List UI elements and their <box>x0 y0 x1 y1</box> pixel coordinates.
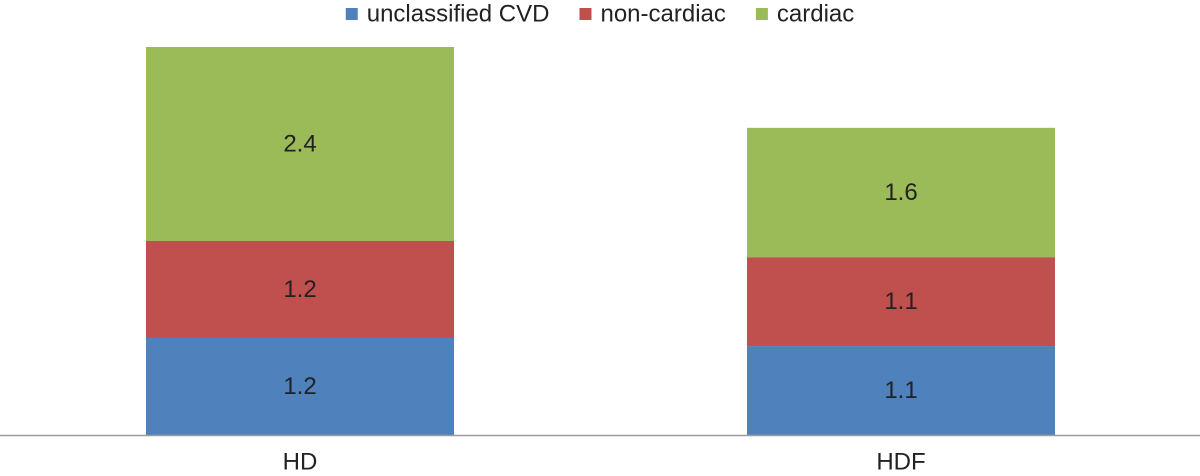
legend-item-non-cardiac: non-cardiac <box>579 1 726 28</box>
legend-label-cardiac: cardiac <box>777 1 854 28</box>
legend-swatch-unclassified-cvd <box>345 8 358 20</box>
legend-label-unclassified-cvd: unclassified CVD <box>367 1 550 28</box>
data-label-non-cardiac-hd: 1.2 <box>283 276 316 303</box>
bar-non-cardiac-hd <box>146 241 454 338</box>
bar-cardiac-hd <box>146 47 454 241</box>
data-label-unclassified-cvd-hdf: 1.1 <box>884 377 917 404</box>
plot-area: 1.2 1.2 2.4 1.1 1.1 1.6 <box>146 47 1055 435</box>
legend-label-non-cardiac: non-cardiac <box>600 1 725 28</box>
legend: unclassified CVD non-cardiac cardiac <box>345 1 854 28</box>
bar-stack-hdf: 1.1 1.1 1.6 <box>747 127 1055 435</box>
bar-unclassified-cvd-hd <box>146 338 454 435</box>
bar-non-cardiac-hdf <box>747 257 1055 347</box>
x-tick-label-hdf: HDF <box>876 449 925 472</box>
legend-item-unclassified-cvd: unclassified CVD <box>345 1 550 28</box>
data-label-non-cardiac-hdf: 1.1 <box>884 288 917 315</box>
legend-swatch-cardiac <box>755 8 768 20</box>
legend-item-cardiac: cardiac <box>755 1 854 28</box>
legend-swatch-non-cardiac <box>579 8 592 20</box>
data-label-cardiac-hd: 2.4 <box>283 131 316 158</box>
data-label-cardiac-hdf: 1.6 <box>884 179 917 206</box>
x-axis: HD HDF <box>0 434 1200 476</box>
bar-cardiac-hdf <box>747 127 1055 258</box>
bar-unclassified-cvd-hdf <box>747 346 1055 435</box>
bar-stack-hd: 1.2 1.2 2.4 <box>146 47 454 435</box>
data-label-unclassified-cvd-hd: 1.2 <box>283 373 316 400</box>
x-tick-label-hd: HD <box>283 449 318 472</box>
